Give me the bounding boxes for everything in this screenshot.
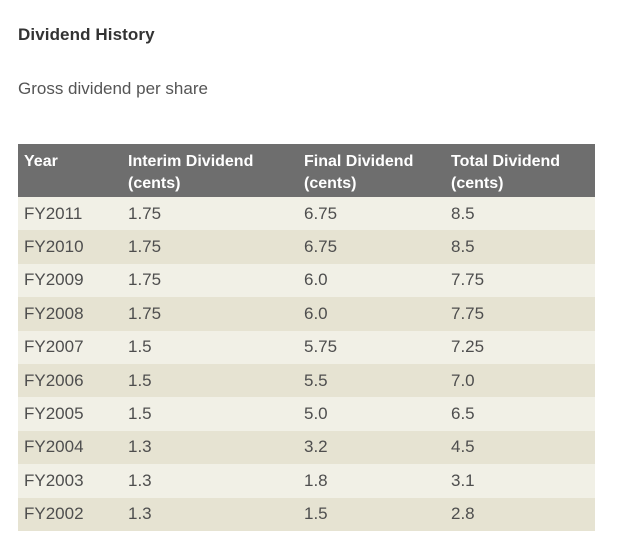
year-cell: FY2004: [24, 437, 84, 457]
year-cell: FY2011: [24, 203, 83, 223]
page-title: Dividend History: [18, 25, 155, 44]
total-dividend-cell: 7.0: [451, 370, 475, 390]
table-row: FY2002 1.3 1.5 2.8: [18, 497, 595, 531]
final-dividend-cell: 1.8: [304, 470, 328, 490]
table-row: FY2007 1.5 5.75 7.25: [18, 330, 595, 364]
interim-dividend-cell: 1.3: [128, 504, 152, 524]
table-header: Year Interim Dividend (cents) Final Divi…: [18, 144, 595, 197]
interim-dividend-cell: 1.3: [128, 437, 152, 457]
table-row: FY2008 1.75 6.0 7.75: [18, 297, 595, 331]
interim-dividend-cell: 1.75: [128, 303, 162, 323]
header-interim-label: Interim Dividend: [128, 153, 254, 170]
interim-dividend-cell: 1.75: [128, 203, 162, 223]
year-cell: FY2006: [24, 370, 84, 390]
header-total-unit: (cents): [451, 175, 504, 192]
header-row: Year Interim Dividend (cents) Final Divi…: [18, 144, 595, 197]
final-dividend-cell: 3.2: [304, 437, 328, 457]
dividend-table: Year Interim Dividend (cents) Final Divi…: [18, 144, 595, 531]
year-cell: FY2008: [24, 303, 84, 323]
total-dividend-cell: 3.1: [451, 470, 475, 490]
total-dividend-cell: 7.75: [451, 270, 485, 290]
interim-dividend-cell: 1.5: [128, 404, 152, 424]
table-row: FY2009 1.75 6.0 7.75: [18, 263, 595, 298]
table-row: FY2003 1.3 1.8 3.1: [18, 464, 595, 498]
interim-dividend-cell: 1.5: [128, 337, 152, 357]
final-dividend-cell: 6.75: [304, 203, 338, 223]
header-interim-dividend: Interim Dividend (cents): [122, 144, 298, 197]
interim-dividend-cell: 1.75: [128, 270, 162, 290]
header-final-dividend: Final Dividend (cents): [298, 144, 445, 197]
year-cell: FY2010: [24, 237, 84, 257]
interim-dividend-cell: 1.75: [128, 237, 162, 257]
header-final-unit: (cents): [304, 175, 357, 192]
total-dividend-cell: 8.5: [451, 203, 475, 223]
table-row: FY2004 1.3 3.2 4.5: [18, 430, 595, 465]
year-cell: FY2005: [24, 404, 84, 424]
page-subtitle: Gross dividend per share: [18, 79, 208, 98]
final-dividend-cell: 6.75: [304, 237, 338, 257]
final-dividend-cell: 6.0: [304, 303, 328, 323]
table-row: FY2005 1.5 5.0 6.5: [18, 397, 595, 431]
table-row: FY2010 1.75 6.75 8.5: [18, 230, 595, 264]
header-year: Year: [18, 144, 122, 197]
table-body: FY2011 1.75 6.75 8.5 FY2010 1.75 6.75 8.5 FY2009…: [18, 197, 595, 531]
header-total-dividend: Total Dividend (cents): [445, 144, 595, 197]
final-dividend-cell: 5.0: [304, 404, 328, 424]
header-interim-unit: (cents): [128, 175, 181, 192]
total-dividend-cell: 6.5: [451, 404, 475, 424]
year-cell: FY2002: [24, 504, 84, 524]
header-year-label: Year: [24, 153, 58, 170]
table-row: FY2006 1.5 5.5 7.0: [18, 363, 595, 398]
final-dividend-cell: 5.5: [304, 370, 328, 390]
year-cell: FY2007: [24, 337, 84, 357]
total-dividend-cell: 4.5: [451, 437, 475, 457]
header-total-label: Total Dividend: [451, 153, 561, 170]
table-row: FY2011 1.75 6.75 8.5: [18, 197, 595, 231]
total-dividend-cell: 8.5: [451, 237, 475, 257]
final-dividend-cell: 6.0: [304, 270, 328, 290]
interim-dividend-cell: 1.3: [128, 470, 152, 490]
interim-dividend-cell: 1.5: [128, 370, 152, 390]
final-dividend-cell: 1.5: [304, 504, 328, 524]
total-dividend-cell: 7.25: [451, 337, 485, 357]
year-cell: FY2003: [24, 470, 84, 490]
total-dividend-cell: 7.75: [451, 303, 485, 323]
header-final-label: Final Dividend: [304, 153, 414, 170]
total-dividend-cell: 2.8: [451, 504, 475, 524]
final-dividend-cell: 5.75: [304, 337, 338, 357]
year-cell: FY2009: [24, 270, 84, 290]
